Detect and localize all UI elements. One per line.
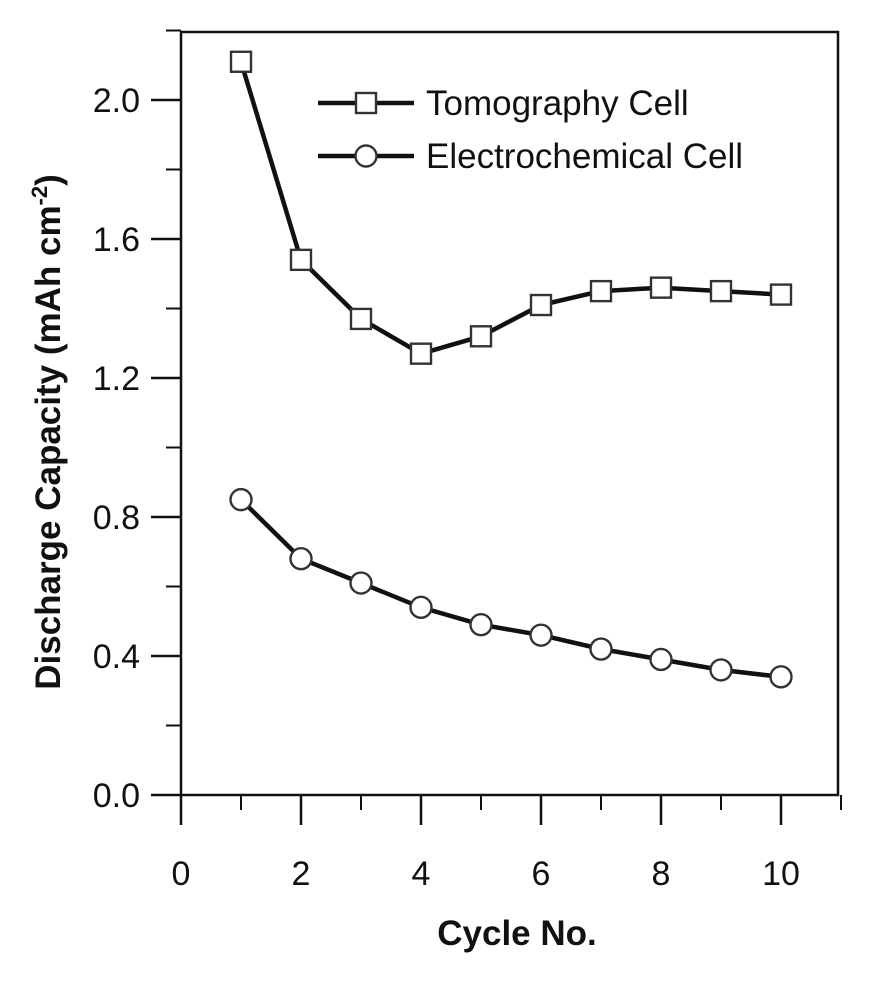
series-line-tomography-cell [238, 61, 782, 356]
y-tick-labels: 0.0 0.4 0.8 1.2 1.6 2.0 [93, 82, 140, 815]
data-point-electrochemical-cell [649, 647, 673, 672]
data-point-electrochemical-cell [289, 547, 313, 571]
data-point-electrochemical-cell [769, 665, 793, 689]
data-point-electrochemical-cell [469, 613, 493, 637]
data-point-electrochemical-cell [709, 658, 733, 682]
x-tick-label: 4 [412, 855, 431, 893]
x-tick-label: 8 [652, 855, 671, 893]
x-tick-label: 10 [762, 855, 800, 893]
series-line-electrochemical-cell [239, 497, 782, 680]
data-point-tomography-cell [589, 279, 613, 303]
x-tick-label: 6 [532, 855, 551, 893]
y-axis-title-superscript: -2 [27, 186, 52, 206]
data-point-electrochemical-cell [589, 637, 613, 661]
data-point-electrochemical-cell [409, 595, 433, 620]
data-point-tomography-cell [229, 50, 253, 73]
x-axis-title: Cycle No. [437, 914, 597, 953]
data-point-electrochemical-cell [349, 571, 373, 595]
y-tick-label: 0.4 [93, 638, 140, 676]
y-tick-label: 2.0 [93, 82, 140, 120]
data-point-tomography-cell [289, 248, 313, 272]
y-axis-title-main: Discharge Capacity (mAh cm [29, 205, 68, 689]
legend-item-electrochemical-cell: Electrochemical Cell [318, 137, 743, 176]
data-point-electrochemical-cell [529, 623, 553, 647]
data-point-electrochemical-cell [229, 487, 253, 512]
plot-frame [179, 30, 840, 797]
y-tick-label: 0.8 [93, 499, 140, 537]
legend-marker-tomography-cell [354, 91, 378, 115]
data-point-tomography-cell [469, 325, 493, 348]
data-point-tomography-cell [409, 342, 433, 365]
legend: Tomography Cell Electrochemical Cell [318, 84, 743, 176]
y-axis-title: Discharge Capacity (mAh cm-2) [27, 174, 68, 690]
legend-marker-electrochemical-cell [354, 144, 378, 168]
x-tick-label: 0 [172, 855, 191, 893]
y-axis-title-close: ) [29, 174, 68, 186]
y-tick-label: 0.0 [93, 777, 140, 815]
data-point-tomography-cell [649, 276, 673, 299]
series-layer [229, 50, 793, 689]
legend-item-tomography-cell: Tomography Cell [318, 84, 689, 123]
x-tick-labels: 0 2 4 6 8 10 [172, 855, 800, 893]
major-ticks [151, 98, 783, 825]
data-point-tomography-cell [349, 307, 373, 331]
x-tick-label: 2 [292, 855, 311, 893]
series-electrochemical-cell [229, 487, 793, 689]
data-point-tomography-cell [769, 283, 793, 306]
y-tick-label: 1.2 [93, 360, 140, 398]
legend-label-electrochemical-cell: Electrochemical Cell [426, 137, 743, 176]
data-point-tomography-cell [529, 293, 553, 317]
legend-label-tomography-cell: Tomography Cell [426, 84, 689, 123]
data-point-tomography-cell [709, 279, 733, 303]
minor-ticks [166, 29, 842, 810]
series-tomography-cell [229, 50, 793, 365]
y-tick-label: 1.6 [93, 221, 140, 259]
